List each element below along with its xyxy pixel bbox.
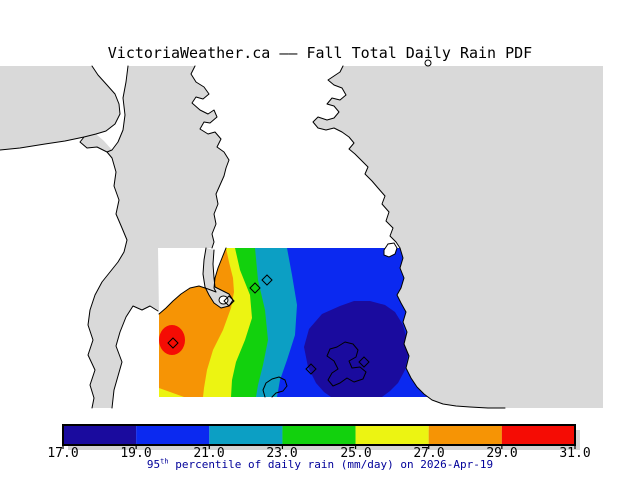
colorbar-seg-23-25 — [282, 425, 356, 445]
east-strait-overlay — [397, 248, 603, 408]
colorbar-tick-label: 19.0 — [120, 446, 152, 461]
lake-outline-small — [262, 376, 288, 398]
page-title: VictoriaWeather.ca –– Fall Total Daily R… — [107, 44, 533, 62]
station-marker — [249, 282, 261, 294]
colorbar-seg-21-23 — [209, 425, 283, 445]
colorbar-seg-17-19 — [63, 425, 137, 445]
colorbar-tick-label: 21.0 — [193, 446, 225, 461]
coastlines — [0, 59, 506, 409]
coast-peninsula-west — [190, 65, 230, 249]
colorbar-tick-label: 17.0 — [47, 446, 79, 461]
coast-southeast — [396, 247, 506, 409]
station-marker — [261, 274, 273, 286]
land-west — [0, 137, 127, 408]
colorbar — [62, 424, 580, 450]
coastline-map — [0, 59, 603, 409]
colorbar-tick-label: 23.0 — [266, 446, 298, 461]
colorbar-tick-marks — [62, 445, 576, 449]
coast-channel-east — [111, 305, 159, 409]
band-17-19-core — [304, 301, 408, 397]
colorbar-tick-label: 25.0 — [340, 446, 372, 461]
inlet-finger — [203, 248, 233, 308]
lake-outline-large — [326, 341, 367, 387]
colorbar-seg-25-27 — [355, 425, 429, 445]
colorbar-segments — [63, 425, 576, 445]
station-marker — [223, 295, 235, 307]
colorbar-tick-label: 31.0 — [559, 446, 591, 461]
caption-base: 95 — [146, 458, 161, 471]
inlet-hook-islet — [218, 295, 229, 305]
islet-north — [424, 59, 432, 67]
coast-peninsula-east — [312, 65, 401, 249]
station-marker — [358, 356, 370, 368]
colorbar-border — [62, 424, 576, 446]
band-25-27-corner — [159, 388, 184, 397]
coast-northwest — [0, 65, 121, 151]
caption-rest: percentile of daily rain (mm/day) on 202… — [168, 458, 494, 471]
coast-wedge — [158, 247, 227, 315]
colorbar-seg-29-31 — [501, 425, 576, 445]
colorbar-tick-label: 27.0 — [413, 446, 445, 461]
coast-ridge-east — [106, 65, 129, 153]
station-marker — [305, 363, 317, 375]
band-29-31-core — [159, 325, 185, 355]
station-marker — [167, 337, 179, 349]
station-markers — [167, 274, 370, 375]
land-peninsula — [191, 66, 400, 248]
colorbar-caption: 95th percentile of daily rain (mm/day) o… — [0, 458, 640, 471]
small-island — [383, 242, 398, 258]
colorbar-seg-19-21 — [136, 425, 210, 445]
caption-superscript: th — [160, 457, 169, 466]
colorbar-seg-27-29 — [428, 425, 502, 445]
colorbar-tick-label: 29.0 — [486, 446, 518, 461]
land-west-ridge — [92, 66, 128, 150]
